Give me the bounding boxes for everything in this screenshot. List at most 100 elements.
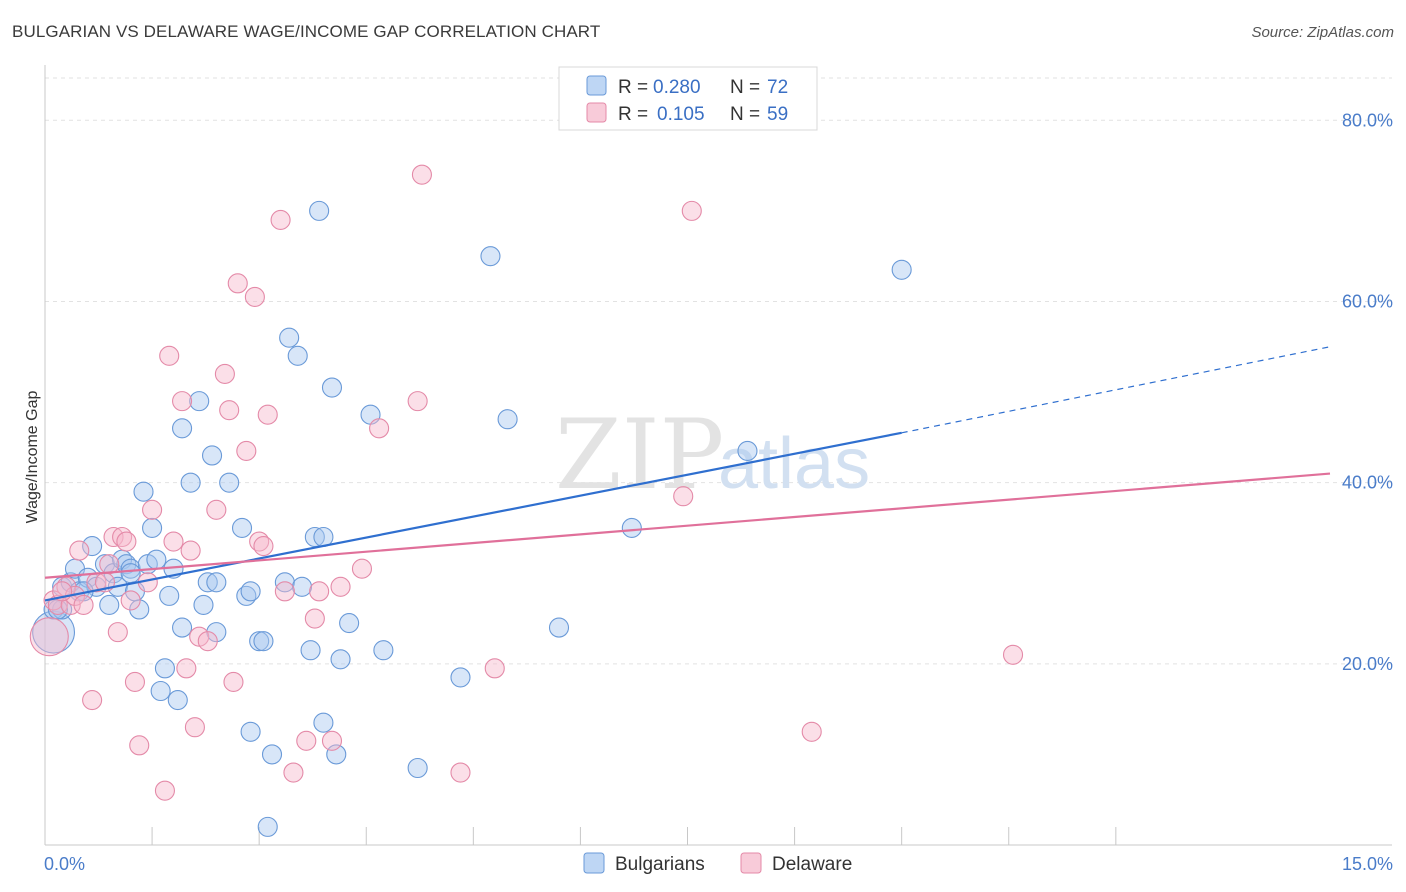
delaware-point xyxy=(330,576,351,597)
trend-lines xyxy=(44,346,1331,602)
bulgarians-point xyxy=(150,680,171,702)
legend-swatch-bulgarians xyxy=(586,75,607,96)
delaware-point xyxy=(411,164,432,185)
y-tick-label: 40.0% xyxy=(1342,473,1393,493)
bulgarians-point xyxy=(133,481,154,502)
bulgarians-point xyxy=(154,658,175,679)
bulgarians-point xyxy=(180,472,201,493)
bulgarians-point xyxy=(206,572,227,593)
delaware-point xyxy=(214,363,235,384)
bulgarians-point xyxy=(193,594,214,615)
series-label-bulgarians: Bulgarians xyxy=(615,854,705,875)
bulgarians-point xyxy=(497,409,518,430)
delaware-point xyxy=(236,440,257,461)
y-tick-label: 80.0% xyxy=(1342,110,1393,130)
bulgarians-point xyxy=(159,585,180,606)
grid-lines xyxy=(45,77,1392,665)
delaware-point xyxy=(369,418,390,439)
y-tick-label: 20.0% xyxy=(1342,654,1393,674)
delaware-point xyxy=(103,526,124,548)
y-axis-label: Wage/Income Gap xyxy=(24,391,41,524)
bulgarians-point xyxy=(330,649,351,670)
x-tick-labels: 0.0% 15.0% xyxy=(44,854,1393,874)
watermark: ZIP atlas xyxy=(555,399,870,511)
x-tick-label: 15.0% xyxy=(1342,854,1393,874)
delaware-point xyxy=(82,690,103,711)
series-legend: Bulgarians Delaware xyxy=(583,852,852,875)
bulgarians-point xyxy=(407,757,428,779)
bulgarians-point xyxy=(202,445,223,466)
bulgarians-point xyxy=(249,631,270,652)
legend-n-value-delaware: 59 xyxy=(767,104,788,125)
correlation-legend: R = 0.280 N = 72 R = 0.105 N = 59 xyxy=(558,66,818,131)
bulgarians-point xyxy=(287,345,308,366)
delaware-point xyxy=(142,499,163,520)
delaware-point xyxy=(801,721,822,742)
bulgarians-point xyxy=(240,581,261,602)
series-swatch-bulgarians xyxy=(583,852,605,874)
bulgarians-point xyxy=(142,517,163,538)
delaware-point xyxy=(257,404,278,425)
legend-swatch-delaware xyxy=(586,102,607,123)
bulgarians-point xyxy=(172,418,193,439)
bulgarians-point xyxy=(480,246,501,267)
delaware-point xyxy=(124,671,145,692)
delaware-point xyxy=(407,391,428,412)
delaware-point xyxy=(309,581,330,602)
bulgarians-point xyxy=(261,744,283,765)
legend-n-label-bulgarians: N = xyxy=(730,77,760,98)
delaware-point xyxy=(180,540,201,561)
delaware-point xyxy=(159,345,180,366)
delaware-point xyxy=(197,631,218,652)
y-tick-labels: 20.0% 40.0% 60.0% 80.0% xyxy=(1342,110,1393,674)
delaware-point xyxy=(116,531,137,552)
delaware-point xyxy=(154,780,175,801)
bulgarians-point xyxy=(313,712,334,733)
delaware-point xyxy=(296,730,317,751)
delaware-point xyxy=(29,617,69,657)
delaware-point xyxy=(253,536,274,557)
bulgarians-point xyxy=(304,526,325,548)
delaware-point xyxy=(244,286,265,307)
bulgarians-point xyxy=(189,391,210,412)
delaware-point xyxy=(1002,644,1024,665)
delaware-point xyxy=(107,622,128,643)
bulgarians-point xyxy=(291,576,313,597)
delaware-point xyxy=(120,590,141,611)
delaware-point xyxy=(673,486,694,507)
delaware-point xyxy=(223,671,244,692)
delaware-point xyxy=(184,717,205,738)
watermark-zip: ZIP xyxy=(555,399,724,511)
delaware-point xyxy=(99,554,120,575)
series-label-delaware: Delaware xyxy=(772,854,852,875)
bulgarians-point xyxy=(326,744,347,765)
bulgarians-point xyxy=(321,377,343,398)
bulgarians-point xyxy=(172,617,193,638)
delaware-point xyxy=(351,558,373,579)
delaware-point xyxy=(283,762,304,783)
bulgarians-point xyxy=(167,690,188,711)
delaware-trend-line xyxy=(44,472,1331,579)
bulgarians-point xyxy=(99,594,120,615)
delaware-point xyxy=(206,499,227,520)
bulgarians-point xyxy=(891,259,912,280)
bulgarians-point xyxy=(737,440,758,461)
legend-r-label-delaware: R = xyxy=(618,104,648,125)
delaware-point xyxy=(274,581,295,602)
bulgarians-point xyxy=(257,816,278,837)
bulgarians-trend-extension xyxy=(901,346,1331,434)
legend-r-value-delaware: 0.105 xyxy=(657,104,705,125)
legend-n-value-bulgarians: 72 xyxy=(767,77,788,98)
bulgarians-point xyxy=(32,610,76,654)
bulgarians-point xyxy=(279,327,300,348)
legend-r-value-bulgarians: 0.280 xyxy=(653,77,701,98)
delaware-point xyxy=(69,540,90,561)
bulgarians-point xyxy=(120,563,141,584)
delaware-point xyxy=(129,735,150,756)
bulgarians-point xyxy=(450,667,471,688)
delaware-point xyxy=(321,730,343,751)
bulgarians-point xyxy=(197,572,218,593)
bulgarians-point xyxy=(309,200,330,221)
bulgarians-points xyxy=(32,200,912,837)
